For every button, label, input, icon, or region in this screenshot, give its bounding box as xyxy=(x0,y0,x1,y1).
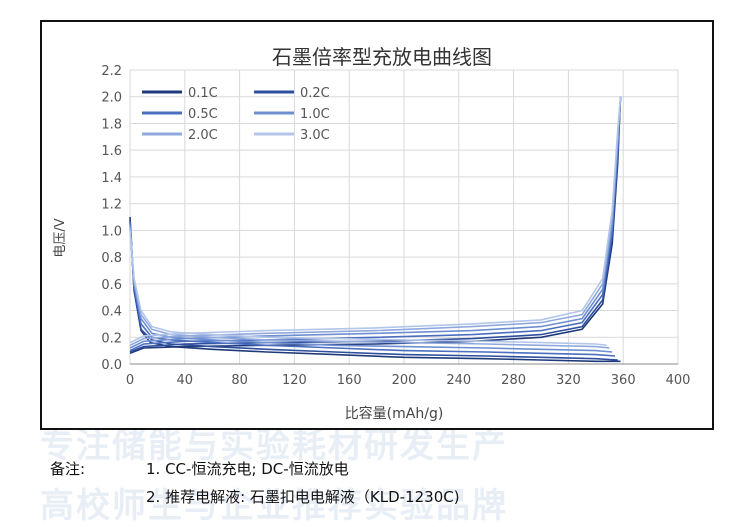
legend-label-1: 0.2C xyxy=(300,86,330,101)
chart-svg: 0.0 0.2 0.4 0.6 0.8 1.0 1.2 1.4 1.6 1.8 2.0 2.2 0 40 8… xyxy=(53,45,690,422)
series-1-discharge-line xyxy=(129,219,618,361)
series-4-discharge-line xyxy=(129,227,610,349)
y-tick-label: 1.4 xyxy=(101,171,122,186)
legend-label-2: 0.5C xyxy=(188,107,218,122)
x-tick-label: 360 xyxy=(611,373,636,388)
series-5-charge-line xyxy=(129,96,622,344)
y-tick-label: 1.8 xyxy=(101,117,122,132)
x-tick-label: 280 xyxy=(501,373,526,388)
x-tick-label: 80 xyxy=(231,373,248,388)
notes-line-1: 1. CC-恒流充电; DC-恒流放电 xyxy=(146,460,349,478)
y-tick-label: 0.8 xyxy=(101,251,122,266)
chart-title: 石墨倍率型充放电曲线图 xyxy=(272,45,492,69)
grid-layer xyxy=(129,69,679,365)
y-tick-label: 1.0 xyxy=(101,224,122,239)
y-tick-label: 0.4 xyxy=(101,305,122,320)
y-tick-label: 2.2 xyxy=(101,64,122,79)
notes-line-2: 2. 推荐电解液: 石墨扣电电解液（KLD-1230C) xyxy=(146,488,460,506)
series-5-discharge-line xyxy=(129,230,607,347)
legend-label-5: 3.0C xyxy=(300,128,330,143)
y-tick-label: 0.2 xyxy=(101,331,122,346)
y-tick-label: 1.6 xyxy=(101,144,122,159)
series-0-discharge-line xyxy=(129,216,621,363)
x-tick-label: 320 xyxy=(556,373,581,388)
legend-layer: 0.1C 0.2C 0.5C 1.0C 2.0C 3.0C xyxy=(142,86,330,143)
x-tick-label: 120 xyxy=(282,373,307,388)
x-tick-label: 200 xyxy=(392,373,417,388)
y-tick-label: 0.0 xyxy=(101,358,122,373)
x-tick-label: 40 xyxy=(177,373,194,388)
y-tick-label: 0.6 xyxy=(101,278,122,293)
x-tick-label: 240 xyxy=(446,373,471,388)
legend-label-4: 2.0C xyxy=(188,128,218,143)
axis-layer: 0.0 0.2 0.4 0.6 0.8 1.0 1.2 1.4 1.6 1.8 2.0 2.2 0 40 8… xyxy=(101,64,690,388)
y-axis-label: 电压/V xyxy=(53,218,68,257)
legend-label-3: 1.0C xyxy=(300,107,330,122)
notes-label: 备注: xyxy=(50,460,86,478)
x-tick-label: 160 xyxy=(337,373,362,388)
series-layer xyxy=(129,96,622,363)
x-axis-label: 比容量(mAh/g) xyxy=(345,405,444,422)
y-tick-label: 2.0 xyxy=(101,91,122,106)
series-2-discharge-line xyxy=(129,222,616,357)
legend-label-0: 0.1C xyxy=(188,86,218,101)
x-tick-label: 400 xyxy=(666,373,691,388)
x-tick-label: 0 xyxy=(126,373,134,388)
series-3-discharge-line xyxy=(129,224,613,353)
y-tick-label: 1.2 xyxy=(101,198,122,213)
chart-frame: 0.0 0.2 0.4 0.6 0.8 1.0 1.2 1.4 1.6 1.8 2.0 2.2 0 40 8… xyxy=(40,20,714,430)
